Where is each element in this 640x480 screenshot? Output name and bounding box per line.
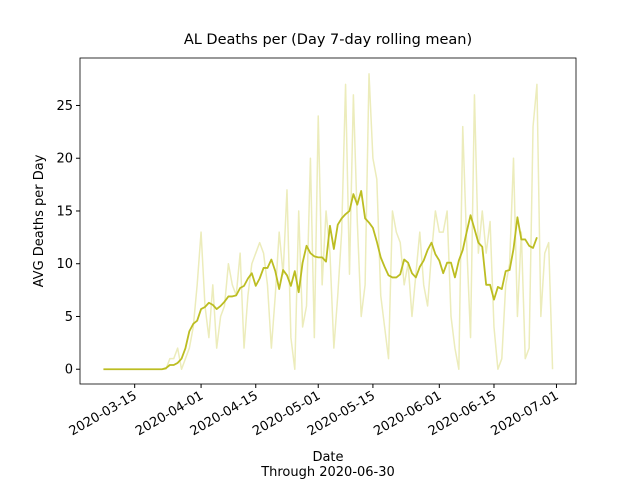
y-tick-label: 10 xyxy=(56,257,73,272)
y-tick-label: 5 xyxy=(65,310,73,325)
y-tick-label: 15 xyxy=(56,204,73,219)
axes-frame xyxy=(79,57,577,385)
y-tick-label: 20 xyxy=(56,152,73,167)
chart-title: AL Deaths per (Day 7-day rolling mean) xyxy=(184,32,472,48)
x-axis-label: Date Through 2020-06-30 xyxy=(261,450,395,480)
series-line xyxy=(103,190,538,371)
y-tick-label: 0 xyxy=(65,363,73,378)
y-axis-label: AVG Deaths per Day xyxy=(32,154,47,287)
x-tick-label: 2020-07-01 xyxy=(489,388,562,439)
x-tick-label: 2020-03-15 xyxy=(67,388,140,439)
series-line xyxy=(103,73,554,370)
y-tick-label: 25 xyxy=(56,99,73,114)
